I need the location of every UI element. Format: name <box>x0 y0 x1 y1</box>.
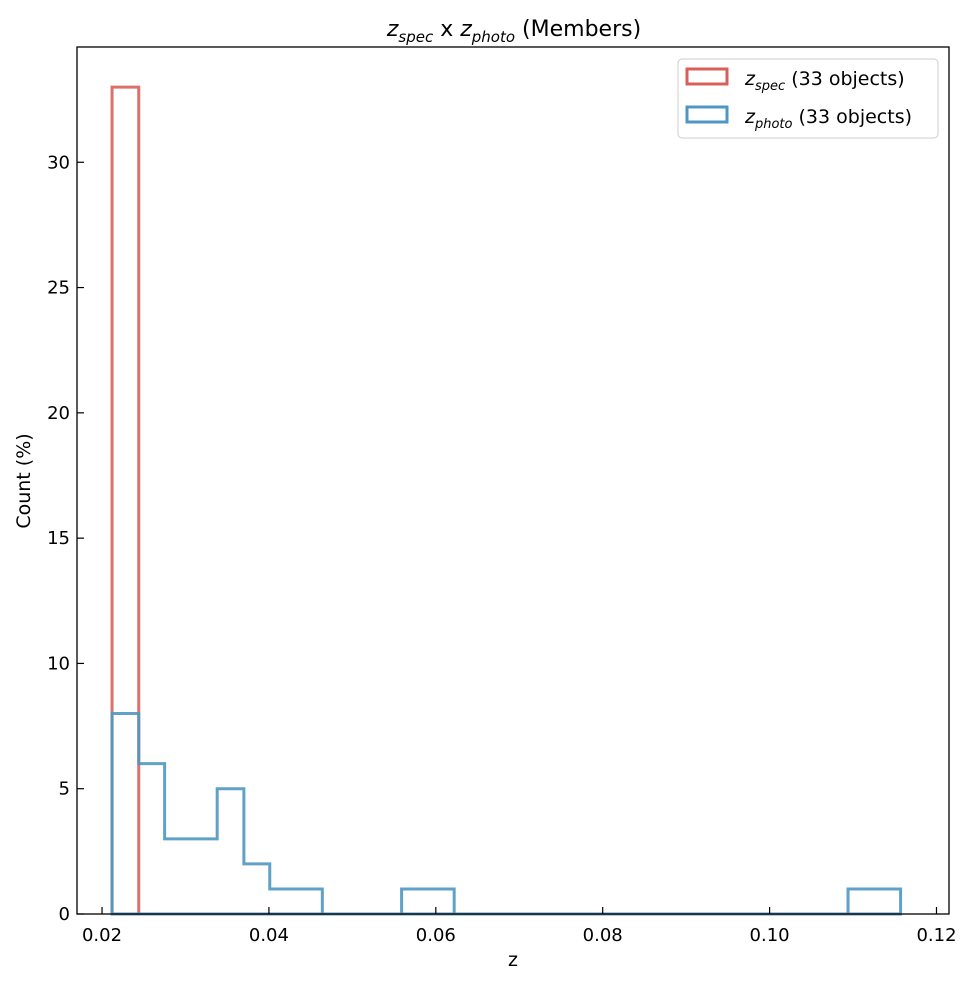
bar-photo-28 <box>848 889 875 914</box>
x-tick-label: 0.06 <box>416 925 456 946</box>
legend-swatch-spec <box>685 67 729 86</box>
bar-photo-5 <box>244 864 270 914</box>
x-tick-label: 0.12 <box>916 925 956 946</box>
title-joiner: x <box>433 17 460 42</box>
histogram-bars <box>110 85 903 916</box>
legend-label-photo: zphoto (33 objects) <box>744 106 912 132</box>
legend-frame <box>677 58 939 139</box>
y-tick-label: 5 <box>59 779 70 800</box>
bar-photo-11 <box>402 889 428 914</box>
y-axis-label: Count (%) <box>13 433 35 528</box>
y-tick-label: 25 <box>47 278 70 299</box>
bar-photo-7 <box>296 889 322 914</box>
title-spec-var: z <box>386 17 399 42</box>
x-tick-label: 0.10 <box>750 925 790 946</box>
x-tick-label: 0.08 <box>583 925 623 946</box>
legend-swatch-photo <box>685 105 729 124</box>
bar-photo-2 <box>165 839 192 914</box>
axis-ticks: 0.02 0.04 0.06 0.08 0.10 0.12 0 5 10 15 20 25 30 <box>47 152 956 946</box>
bar-photo-12 <box>427 889 454 914</box>
y-tick-label: 30 <box>47 152 70 173</box>
x-tick-label: 0.04 <box>249 925 289 946</box>
chart-title: zspec x zphoto (Members) <box>386 17 641 46</box>
title-suffix: (Members) <box>515 17 641 42</box>
legend-spec-suffix: (33 objects) <box>785 68 905 90</box>
plot-frame <box>76 46 950 915</box>
y-tick-label: 0 <box>59 904 70 925</box>
title-photo-sub: photo <box>471 28 515 46</box>
y-tick-label: 20 <box>47 403 70 424</box>
legend-photo-var: z <box>744 106 756 128</box>
legend-spec-var: z <box>744 68 756 90</box>
bar-photo-3 <box>191 839 217 914</box>
legend-label-spec: zspec (33 objects) <box>744 68 905 94</box>
bar-photo-0 <box>112 714 139 914</box>
bar-photo-1 <box>139 764 165 914</box>
legend: zspec (33 objects) zphoto (33 objects) <box>677 58 939 139</box>
y-tick-label: 15 <box>47 528 70 549</box>
title-photo-var: z <box>459 17 472 42</box>
x-tick-label: 0.02 <box>82 925 122 946</box>
legend-photo-suffix: (33 objects) <box>792 106 912 128</box>
bar-photo-29 <box>875 889 901 914</box>
bar-photo-4 <box>217 789 244 914</box>
bar-spec-0 <box>112 87 139 914</box>
bar-photo-6 <box>270 889 297 914</box>
legend-spec-sub: spec <box>755 79 785 94</box>
title-spec-sub: spec <box>398 28 434 46</box>
x-axis-label: z <box>508 949 518 971</box>
legend-photo-sub: photo <box>754 117 793 132</box>
y-tick-label: 10 <box>47 653 70 674</box>
step-outline-photo <box>110 712 903 916</box>
series-photo <box>110 712 903 916</box>
